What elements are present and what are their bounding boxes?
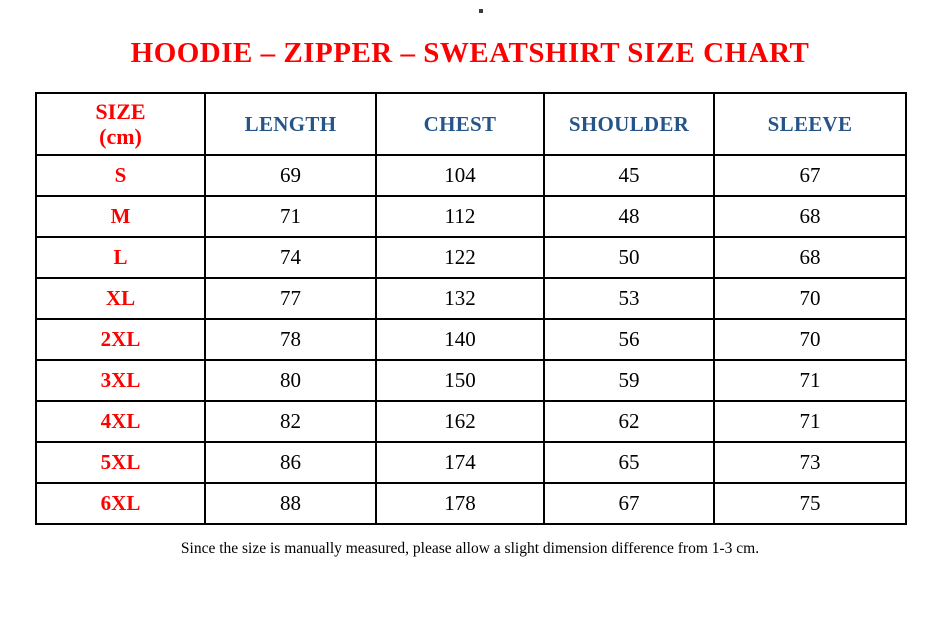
shoulder-cell: 45 [543,154,715,197]
column-header-sleeve: SLEEVE [713,92,907,156]
chest-cell: 104 [375,154,545,197]
length-cell: 82 [204,400,377,443]
column-header-size: SIZE (cm) [35,92,206,156]
shoulder-cell: 62 [543,400,715,443]
tiny-dot-artifact [479,9,483,13]
sleeve-cell: 70 [713,277,907,320]
table-row: 6XL 88 178 67 75 [35,482,907,525]
size-cell: M [35,195,206,238]
chest-cell: 150 [375,359,545,402]
length-cell: 74 [204,236,377,279]
table-row: L 74 122 50 68 [35,236,907,279]
size-header-line2: (cm) [99,124,142,149]
table-header-row: SIZE (cm) LENGTH CHEST SHOULDER SLEEVE [35,92,907,156]
sleeve-cell: 75 [713,482,907,525]
chest-cell: 174 [375,441,545,484]
column-header-chest: CHEST [375,92,545,156]
shoulder-cell: 59 [543,359,715,402]
size-cell: L [35,236,206,279]
sleeve-cell: 68 [713,195,907,238]
length-cell: 80 [204,359,377,402]
shoulder-cell: 67 [543,482,715,525]
table-row: 3XL 80 150 59 71 [35,359,907,402]
size-cell: 3XL [35,359,206,402]
length-cell: 86 [204,441,377,484]
table-row: 4XL 82 162 62 71 [35,400,907,443]
size-cell: 4XL [35,400,206,443]
table-row: XL 77 132 53 70 [35,277,907,320]
sleeve-cell: 67 [713,154,907,197]
chest-cell: 122 [375,236,545,279]
chest-cell: 162 [375,400,545,443]
sleeve-cell: 70 [713,318,907,361]
sleeve-cell: 71 [713,400,907,443]
size-cell: 5XL [35,441,206,484]
size-chart-table: SIZE (cm) LENGTH CHEST SHOULDER SLEEVE S… [35,92,907,525]
column-header-length: LENGTH [204,92,377,156]
shoulder-cell: 53 [543,277,715,320]
sleeve-cell: 71 [713,359,907,402]
sleeve-cell: 68 [713,236,907,279]
column-header-shoulder: SHOULDER [543,92,715,156]
size-cell: 2XL [35,318,206,361]
table-row: S 69 104 45 67 [35,154,907,197]
table-row: M 71 112 48 68 [35,195,907,238]
chest-cell: 140 [375,318,545,361]
size-cell: 6XL [35,482,206,525]
size-cell: S [35,154,206,197]
length-cell: 78 [204,318,377,361]
shoulder-cell: 50 [543,236,715,279]
measurement-disclaimer: Since the size is manually measured, ple… [180,540,760,557]
length-cell: 77 [204,277,377,320]
chest-cell: 112 [375,195,545,238]
chest-cell: 132 [375,277,545,320]
length-cell: 69 [204,154,377,197]
size-cell: XL [35,277,206,320]
shoulder-cell: 56 [543,318,715,361]
table-row: 5XL 86 174 65 73 [35,441,907,484]
shoulder-cell: 65 [543,441,715,484]
size-header-line1: SIZE [95,98,146,124]
shoulder-cell: 48 [543,195,715,238]
page-title: HOODIE – ZIPPER – SWEATSHIRT SIZE CHART [130,37,810,69]
length-cell: 71 [204,195,377,238]
chest-cell: 178 [375,482,545,525]
length-cell: 88 [204,482,377,525]
table-row: 2XL 78 140 56 70 [35,318,907,361]
sleeve-cell: 73 [713,441,907,484]
